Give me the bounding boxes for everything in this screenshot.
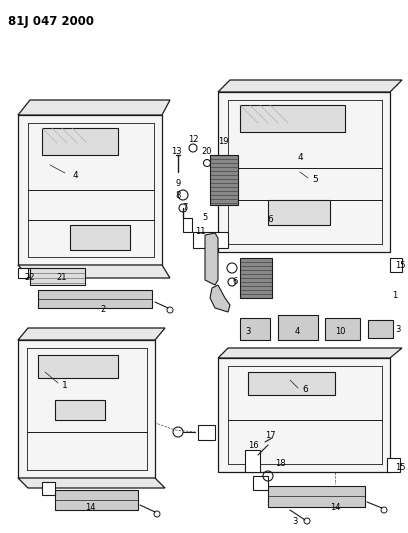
Polygon shape [198, 425, 215, 440]
Polygon shape [218, 80, 402, 92]
Text: 6: 6 [232, 278, 238, 287]
Polygon shape [18, 340, 155, 478]
Text: 14: 14 [85, 504, 95, 513]
Text: 5: 5 [202, 213, 208, 222]
Text: 10: 10 [335, 327, 345, 336]
Text: 81J 047 2000: 81J 047 2000 [8, 15, 94, 28]
Text: 11: 11 [195, 228, 205, 237]
Text: 3: 3 [292, 518, 298, 527]
Polygon shape [55, 400, 105, 420]
Polygon shape [210, 155, 238, 205]
Polygon shape [240, 318, 270, 340]
Polygon shape [218, 92, 390, 252]
Text: 21: 21 [57, 273, 67, 282]
Polygon shape [390, 258, 402, 272]
Polygon shape [38, 355, 118, 378]
Text: 4: 4 [72, 171, 78, 180]
Polygon shape [248, 372, 335, 395]
Polygon shape [387, 458, 400, 472]
Polygon shape [18, 100, 170, 115]
Polygon shape [18, 265, 170, 278]
Text: 5: 5 [312, 175, 318, 184]
Text: 7: 7 [182, 204, 188, 213]
Polygon shape [368, 320, 393, 338]
Polygon shape [240, 105, 345, 132]
Polygon shape [205, 233, 218, 285]
Polygon shape [218, 358, 390, 472]
Text: 19: 19 [218, 138, 228, 147]
Text: 20: 20 [202, 148, 212, 157]
Text: 3: 3 [395, 326, 401, 335]
Text: 6: 6 [302, 385, 308, 394]
Polygon shape [268, 200, 330, 225]
Text: 18: 18 [275, 458, 285, 467]
Polygon shape [38, 290, 152, 308]
Text: 4: 4 [295, 327, 299, 336]
Text: 17: 17 [265, 431, 275, 440]
Text: 15: 15 [395, 464, 405, 472]
Text: 12: 12 [188, 135, 198, 144]
Polygon shape [218, 348, 402, 358]
Text: 13: 13 [171, 148, 181, 157]
Polygon shape [18, 478, 165, 488]
Text: 22: 22 [25, 273, 35, 282]
Text: 2: 2 [100, 305, 106, 314]
Polygon shape [30, 268, 85, 285]
Polygon shape [18, 328, 165, 340]
Text: 4: 4 [297, 154, 303, 163]
Polygon shape [325, 318, 360, 340]
Polygon shape [18, 115, 162, 265]
Polygon shape [42, 128, 118, 155]
Polygon shape [70, 225, 130, 250]
Polygon shape [278, 315, 318, 340]
Text: 3: 3 [245, 327, 251, 336]
Polygon shape [268, 486, 365, 507]
Text: 9: 9 [175, 179, 181, 188]
Polygon shape [210, 285, 230, 312]
Polygon shape [42, 482, 55, 495]
Text: 8: 8 [175, 190, 181, 199]
Polygon shape [55, 490, 138, 510]
Polygon shape [193, 232, 228, 248]
Text: 15: 15 [395, 261, 405, 270]
Text: 6: 6 [267, 215, 273, 224]
Polygon shape [245, 450, 260, 472]
Text: 1: 1 [392, 290, 398, 300]
Polygon shape [183, 218, 192, 232]
Polygon shape [253, 476, 268, 490]
Polygon shape [18, 268, 28, 278]
Text: 1: 1 [62, 381, 68, 390]
Text: 14: 14 [330, 504, 340, 513]
Text: 16: 16 [248, 440, 258, 449]
Polygon shape [240, 258, 272, 298]
